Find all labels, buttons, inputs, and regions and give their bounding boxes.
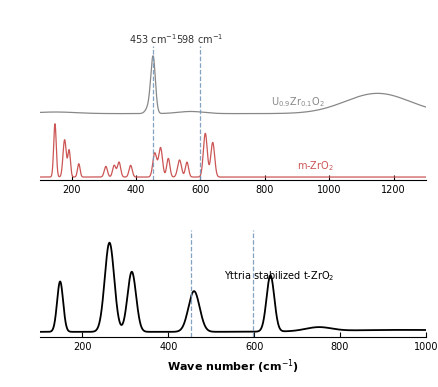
Text: U$_{0.9}$Zr$_{0.1}$O$_2$: U$_{0.9}$Zr$_{0.1}$O$_2$ bbox=[271, 96, 324, 110]
X-axis label: Wave number (cm$^{-1}$): Wave number (cm$^{-1}$) bbox=[166, 357, 298, 376]
Text: m-ZrO$_2$: m-ZrO$_2$ bbox=[297, 159, 333, 173]
Text: 598 cm$^{-1}$: 598 cm$^{-1}$ bbox=[176, 33, 223, 46]
Text: Yttria stabilized t-ZrO$_2$: Yttria stabilized t-ZrO$_2$ bbox=[223, 270, 334, 284]
Text: 453 cm$^{-1}$: 453 cm$^{-1}$ bbox=[129, 33, 177, 46]
